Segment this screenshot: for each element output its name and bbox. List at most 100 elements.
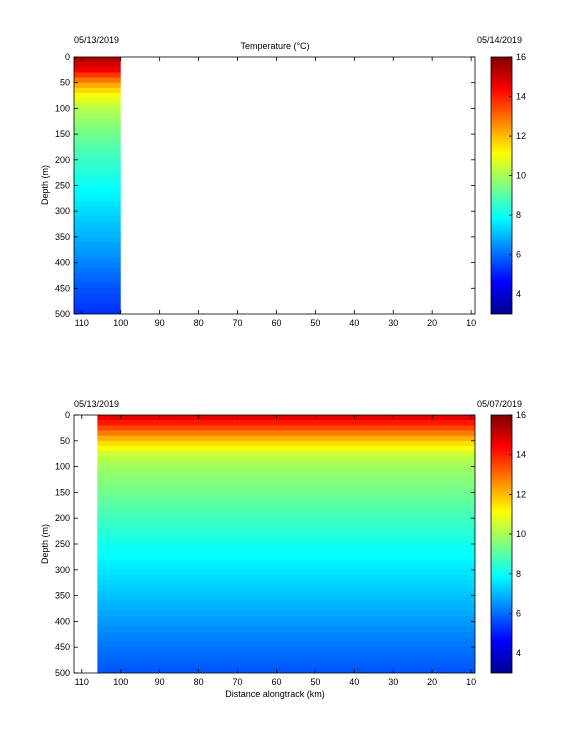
temperature-band	[74, 134, 121, 140]
colorbar-tick-label: 10	[516, 529, 526, 539]
temperature-band	[97, 667, 475, 673]
y-tick-label: 150	[55, 129, 70, 139]
temperature-band	[97, 420, 475, 426]
temperature-band	[74, 87, 121, 94]
temperature-band	[97, 585, 475, 592]
temperature-band	[97, 642, 475, 648]
top-date-left: 05/13/2019	[74, 35, 119, 45]
temperature-band	[97, 461, 475, 468]
temperature-band	[97, 580, 475, 586]
temperature-band	[74, 190, 121, 197]
x-tick-label: 50	[310, 677, 320, 687]
temperature-band	[97, 471, 475, 478]
colorbar-tick-label: 16	[516, 410, 526, 420]
bottom-x-axis: 110 100 90 80 70 60 50 40 30 20 10	[75, 415, 476, 687]
y-tick-label: 450	[55, 283, 70, 293]
temperature-band	[97, 636, 475, 643]
top-temperature-field	[74, 57, 121, 314]
temperature-band	[97, 652, 475, 659]
temperature-band	[74, 72, 121, 79]
temperature-band	[97, 600, 475, 607]
x-tick-label: 100	[113, 318, 128, 328]
top-y-axis: 0 50 100 150 200 250 300 350 400 450 500	[55, 52, 475, 319]
temperature-band	[74, 154, 121, 161]
x-tick-label: 70	[233, 318, 243, 328]
temperature-band	[74, 57, 121, 63]
x-tick-label: 100	[113, 677, 128, 687]
temperature-band	[97, 476, 475, 483]
temperature-band	[97, 456, 475, 463]
top-date-right: 05/14/2019	[477, 35, 522, 45]
temperature-band	[97, 569, 475, 576]
y-tick-label: 0	[65, 52, 70, 62]
temperature-band	[97, 482, 475, 488]
y-tick-label: 400	[55, 616, 70, 626]
x-tick-label: 60	[271, 318, 281, 328]
temperature-band	[74, 67, 121, 74]
bottom-colorbar	[490, 414, 513, 674]
temperature-band	[74, 226, 121, 233]
temperature-band	[97, 445, 475, 452]
temperature-band	[74, 206, 121, 212]
temperature-band	[74, 252, 121, 259]
temperature-band	[74, 200, 121, 207]
x-tick-label: 40	[349, 677, 359, 687]
temperature-band	[97, 415, 475, 421]
x-tick-label: 20	[427, 318, 437, 328]
top-ylabel: Depth (m)	[40, 165, 50, 205]
temperature-band	[97, 626, 475, 633]
x-tick-label: 70	[233, 677, 243, 687]
x-tick-label: 110	[75, 318, 89, 328]
colorbar-tick-label: 4	[516, 648, 521, 658]
top-colorbar-ticks: 4 6 8 10 12 14 16	[509, 52, 526, 299]
temperature-band	[97, 451, 475, 457]
temperature-band	[74, 211, 121, 217]
bottom-xlabel: Distance alongtrack (km)	[225, 689, 325, 699]
temperature-band	[97, 544, 475, 550]
top-x-axis: 110 100 90 80 70 60 50 40 30 20 10	[75, 57, 476, 328]
colorbar-tick-label: 6	[516, 250, 521, 260]
temperature-band	[97, 662, 475, 669]
y-tick-label: 400	[55, 258, 70, 268]
colorbar-tick-label: 4	[516, 289, 521, 299]
temperature-band	[97, 564, 475, 571]
temperature-band	[74, 103, 121, 109]
temperature-band	[97, 425, 475, 432]
colorbar-tick-label: 16	[516, 52, 526, 62]
temperature-band	[74, 108, 121, 115]
x-tick-label: 90	[155, 677, 165, 687]
colorbar-tick-label: 8	[516, 569, 521, 579]
temperature-band	[97, 497, 475, 504]
top-colorbar	[490, 56, 513, 315]
temperature-band	[74, 278, 121, 284]
x-tick-label: 90	[155, 318, 165, 328]
temperature-band	[97, 616, 475, 622]
temperature-band	[97, 595, 475, 602]
bottom-y-axis: 0 50 100 150 200 250 300 350 400 450 500	[55, 410, 475, 678]
x-tick-label: 30	[388, 318, 398, 328]
temperature-band	[97, 538, 475, 545]
temperature-band	[97, 440, 475, 447]
temperature-band	[97, 487, 475, 493]
temperature-band	[74, 82, 121, 89]
bottom-ylabel: Depth (m)	[40, 524, 50, 564]
y-tick-label: 350	[55, 591, 70, 601]
temperature-band	[74, 283, 121, 289]
temperature-band	[97, 502, 475, 509]
x-tick-label: 110	[75, 677, 89, 687]
temperature-band	[74, 77, 121, 84]
temperature-band	[74, 221, 121, 228]
temperature-band	[97, 492, 475, 499]
bottom-date-right: 05/07/2019	[477, 399, 522, 409]
x-tick-label: 40	[349, 318, 359, 328]
temperature-band	[97, 611, 475, 617]
y-tick-label: 300	[55, 565, 70, 575]
temperature-band	[74, 298, 121, 305]
temperature-band	[97, 605, 475, 612]
temperature-band	[74, 144, 121, 151]
temperature-band	[97, 533, 475, 540]
temperature-band	[97, 574, 475, 581]
y-tick-label: 100	[55, 103, 70, 113]
temperature-band	[97, 621, 475, 628]
y-tick-label: 300	[55, 206, 70, 216]
